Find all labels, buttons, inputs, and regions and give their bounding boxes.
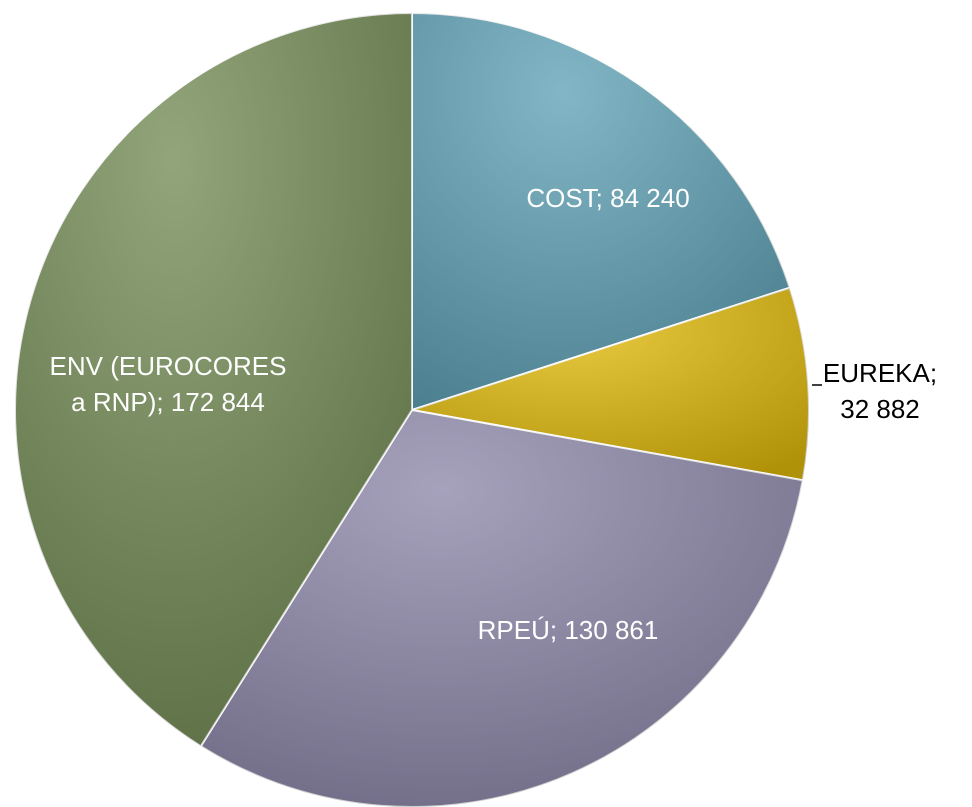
- data-label: ENV (EUROCORES: [50, 351, 287, 381]
- data-label: COST; 84 240: [526, 183, 689, 213]
- data-label: a RNP); 172 844: [71, 387, 265, 417]
- data-label: EUREKA;: [823, 358, 937, 388]
- data-label: 32 882: [840, 394, 920, 424]
- data-label: RPEÚ; 130 861: [478, 615, 659, 645]
